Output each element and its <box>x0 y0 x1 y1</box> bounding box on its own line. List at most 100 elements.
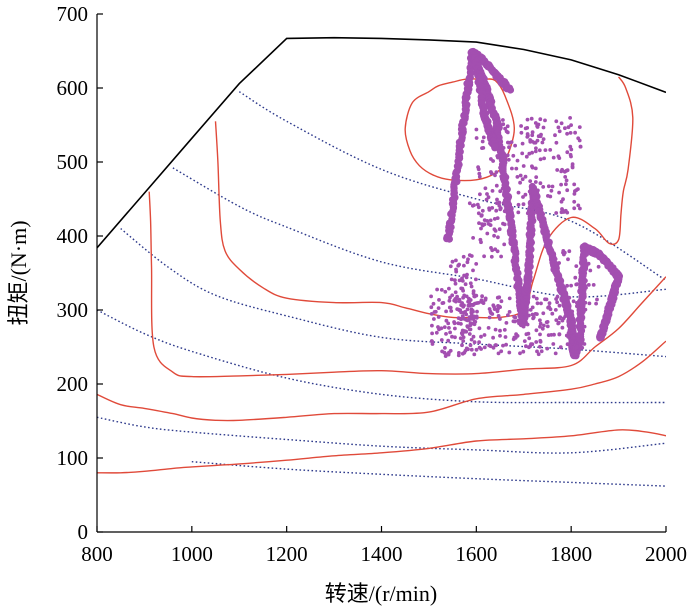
operating-point <box>454 267 458 272</box>
operating-point <box>466 257 470 262</box>
operating-point <box>562 287 567 292</box>
operating-point <box>496 351 501 356</box>
operating-point <box>541 185 546 189</box>
operating-point <box>476 301 481 305</box>
operating-point <box>494 343 499 348</box>
operating-point <box>488 218 493 223</box>
operating-point <box>568 152 573 157</box>
operating-point <box>466 347 470 352</box>
operating-point <box>553 262 558 266</box>
operating-point <box>580 345 585 350</box>
operating-point <box>491 345 496 350</box>
operating-point <box>465 272 469 277</box>
operating-point <box>567 295 572 300</box>
operating-point <box>570 309 575 314</box>
iso-power-curve <box>97 416 666 454</box>
operating-point <box>495 197 499 202</box>
operating-point <box>538 318 542 323</box>
operating-point <box>506 313 510 318</box>
operating-point <box>453 326 457 331</box>
operating-point <box>519 130 524 135</box>
operating-point <box>573 332 578 336</box>
x-tick-label: 2000 <box>645 542 687 566</box>
operating-point <box>564 305 569 309</box>
y-tick-label: 700 <box>57 2 89 26</box>
operating-point <box>536 188 540 193</box>
operating-point <box>459 310 463 315</box>
x-tick-label: 1400 <box>361 542 403 566</box>
operating-point <box>546 194 550 198</box>
operating-point <box>461 254 466 259</box>
operating-point <box>448 295 452 300</box>
operating-point <box>446 338 451 343</box>
operating-point <box>431 301 436 306</box>
operating-point <box>546 333 551 337</box>
operating-point <box>473 319 478 324</box>
operating-point <box>458 336 463 341</box>
operating-point <box>464 275 469 280</box>
operating-point <box>472 294 477 299</box>
operating-point <box>430 339 435 344</box>
operating-point <box>569 123 573 127</box>
operating-point <box>570 339 574 344</box>
operating-point <box>472 340 477 345</box>
operating-point <box>472 301 477 306</box>
operating-point <box>485 231 490 236</box>
operating-point <box>560 318 565 323</box>
operating-point <box>500 186 505 191</box>
operating-point <box>447 298 452 303</box>
operating-point <box>479 226 483 231</box>
operating-point <box>432 310 437 314</box>
operating-point <box>479 334 483 339</box>
operating-point <box>578 144 583 149</box>
operating-point <box>532 140 537 145</box>
operating-point <box>525 322 530 327</box>
operating-point <box>461 295 465 300</box>
operating-point <box>493 173 497 178</box>
operating-point <box>595 297 599 302</box>
operating-point <box>542 156 546 161</box>
operating-point <box>496 314 501 318</box>
operating-point <box>507 350 512 355</box>
operating-point <box>501 343 505 348</box>
operating-point <box>572 336 576 340</box>
operating-point <box>489 170 493 174</box>
operating-point <box>533 180 538 184</box>
operating-point <box>588 268 593 273</box>
operating-point <box>538 324 542 329</box>
y-tick-label: 600 <box>57 76 89 100</box>
operating-point <box>541 211 545 216</box>
operating-point <box>468 298 473 302</box>
operating-point <box>499 254 503 259</box>
operating-point <box>503 154 508 159</box>
operating-point <box>518 351 522 356</box>
operating-point <box>476 165 480 170</box>
operating-point <box>489 254 494 259</box>
operating-point <box>523 174 528 179</box>
operating-point <box>495 121 500 126</box>
operating-point <box>453 278 457 283</box>
operating-point <box>579 303 584 308</box>
operating-point <box>503 335 508 339</box>
operating-point <box>494 170 499 175</box>
operating-point <box>468 302 473 307</box>
operating-point <box>479 213 484 218</box>
operating-point <box>555 168 560 172</box>
operating-point <box>587 301 592 306</box>
operating-point <box>459 322 463 326</box>
operating-point <box>538 134 543 139</box>
operating-point <box>538 332 542 337</box>
operating-point <box>482 118 487 123</box>
operating-point <box>498 328 502 333</box>
operating-point <box>429 294 433 299</box>
operating-point <box>478 192 482 197</box>
operating-point <box>485 219 490 223</box>
operating-point <box>538 339 543 344</box>
operating-point <box>559 182 563 187</box>
x-tick-label: 1200 <box>266 542 308 566</box>
y-ticks: 0 100 200 300 400 500 600 700 <box>57 2 103 544</box>
operating-point <box>521 349 526 354</box>
operating-point <box>557 303 562 308</box>
plot-area <box>97 36 666 487</box>
operating-point <box>557 129 562 134</box>
